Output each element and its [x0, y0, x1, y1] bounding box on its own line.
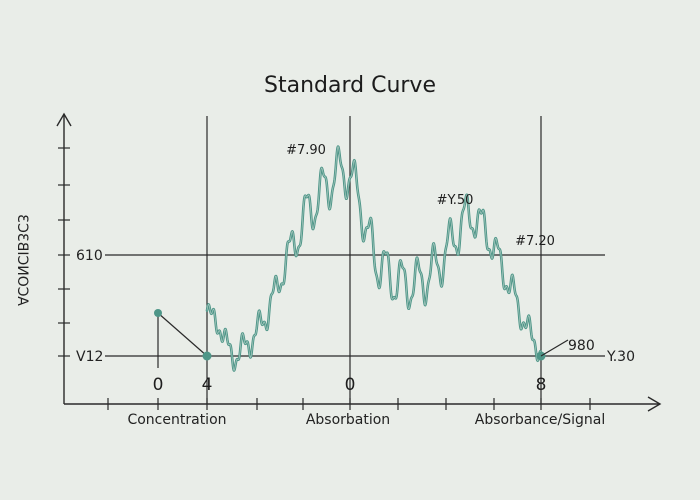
- x-ticks: [107, 398, 591, 410]
- data-series-line-highlight: [206, 145, 542, 372]
- right-leader: [540, 339, 569, 357]
- annotation-label: #Y.50: [437, 193, 474, 208]
- start-point: [154, 309, 162, 317]
- y-tick-label: 610: [76, 248, 103, 264]
- right-label: Y.30: [606, 349, 635, 365]
- right-label: 980: [568, 338, 595, 354]
- annotation-label: #7.90: [286, 143, 326, 158]
- chart-title: Standard Curve: [264, 73, 436, 98]
- y-axis-arrow: [56, 112, 72, 127]
- x-tick-label: 8: [536, 375, 547, 395]
- data-point: [202, 351, 212, 361]
- x-tick-label: 0: [153, 375, 164, 395]
- y-ticks: [58, 147, 70, 357]
- y-axis-label: ACONCIB3C3: [14, 214, 30, 306]
- x-axis-label: Concentration: [127, 412, 226, 428]
- annotation-label: #7.20: [515, 234, 555, 249]
- x-axis-label: Absorbation: [306, 412, 390, 428]
- x-tick-label: 4: [202, 375, 213, 395]
- start-marker-leader: [157, 312, 208, 357]
- x-axis-label: Absorbance/Signal: [475, 412, 605, 428]
- y-tick-label: V12: [76, 349, 103, 365]
- x-tick-label: 0: [345, 375, 356, 395]
- x-axis-arrow: [647, 396, 662, 412]
